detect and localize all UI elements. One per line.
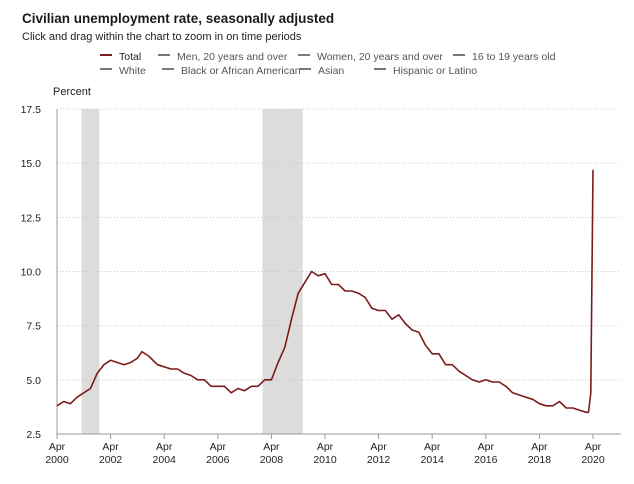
x-tick-label-month: Apr (478, 441, 495, 453)
line-swatch-icon (100, 54, 112, 57)
line-swatch-icon (158, 54, 170, 57)
x-tick-label-month: Apr (424, 441, 441, 453)
line-swatch-icon (162, 68, 174, 71)
y-tick-label: 7.5 (26, 321, 41, 333)
chart-title: Civilian unemployment rate, seasonally a… (22, 11, 335, 26)
x-tick-label-year: 2016 (474, 454, 498, 466)
x-tick-label-month: Apr (370, 441, 387, 453)
legend-label: Total (119, 51, 142, 63)
legend-item-asian[interactable]: Asian (299, 65, 344, 77)
x-tick-label-month: Apr (317, 441, 334, 453)
y-tick-label: 10.0 (21, 267, 42, 279)
chart-subtitle: Click and drag within the chart to zoom … (22, 31, 302, 43)
legend: Total Men, 20 years and over Women, 20 y… (100, 51, 580, 83)
y-tick-label: 17.5 (21, 104, 42, 116)
y-axis-label: Percent (53, 86, 91, 98)
line-swatch-icon (298, 54, 310, 57)
x-tick-label-year: 2000 (45, 454, 69, 466)
x-tick-label-year: 2004 (153, 454, 177, 466)
legend-item-teens[interactable]: 16 to 19 years old (453, 51, 555, 63)
legend-label: Asian (318, 65, 345, 77)
axes (56, 109, 621, 439)
series-layer (56, 169, 594, 414)
legend-item-women[interactable]: Women, 20 years and over (298, 51, 443, 63)
y-tick-label: 12.5 (21, 212, 42, 224)
line-swatch-icon (374, 68, 386, 71)
legend-label: Men, 20 years and over (177, 51, 288, 63)
x-tick-label-month: Apr (156, 441, 173, 453)
gridlines (57, 108, 621, 381)
x-tick-label-year: 2018 (528, 454, 552, 466)
tick-labels: 2.55.07.510.012.515.017.5Apr2000Apr2002A… (21, 104, 605, 466)
legend-item-hispanic[interactable]: Hispanic or Latino (374, 65, 477, 77)
legend-label: Hispanic or Latino (393, 65, 478, 77)
y-tick-label: 5.0 (26, 375, 41, 387)
x-tick-label-month: Apr (531, 441, 548, 453)
series-line-total (56, 169, 594, 414)
legend-label: Women, 20 years and over (317, 51, 443, 63)
x-tick-label-year: 2010 (313, 454, 337, 466)
x-tick-label-year: 2012 (367, 454, 391, 466)
x-tick-label-month: Apr (49, 441, 66, 453)
legend-item-total[interactable]: Total (100, 51, 141, 63)
line-swatch-icon (100, 68, 112, 71)
x-tick-label-month: Apr (210, 441, 227, 453)
legend-item-white[interactable]: White (100, 65, 146, 77)
legend-item-men[interactable]: Men, 20 years and over (158, 51, 287, 63)
x-tick-label-month: Apr (585, 441, 602, 453)
x-tick-label-year: 2020 (581, 454, 605, 466)
x-tick-label-year: 2008 (260, 454, 284, 466)
y-tick-label: 15.0 (21, 158, 42, 170)
legend-label: 16 to 19 years old (472, 51, 556, 63)
x-tick-label-month: Apr (263, 441, 280, 453)
x-tick-label-year: 2002 (99, 454, 123, 466)
legend-item-black[interactable]: Black or African American (162, 65, 301, 77)
legend-label: Black or African American (181, 65, 301, 77)
x-tick-label-year: 2006 (206, 454, 230, 466)
legend-label: White (119, 65, 146, 77)
line-swatch-icon (299, 68, 311, 71)
line-swatch-icon (453, 54, 465, 57)
x-tick-label-year: 2014 (421, 454, 445, 466)
x-tick-label-month: Apr (102, 441, 119, 453)
y-tick-label: 2.5 (26, 429, 41, 441)
